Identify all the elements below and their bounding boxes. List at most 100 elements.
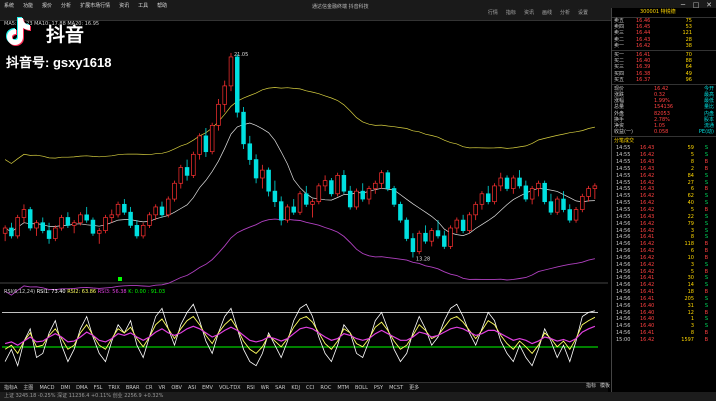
tick-time: 14:55 bbox=[616, 165, 631, 172]
toolbar-news[interactable]: 资讯 bbox=[523, 10, 534, 16]
indicator-tab[interactable]: MTM bbox=[337, 385, 349, 391]
candle-body bbox=[310, 201, 315, 205]
tick-time: 14:56 bbox=[616, 330, 631, 337]
quote-level-row[interactable]: 卖一 16.42 38 bbox=[612, 43, 716, 49]
tick-price: 16.40 bbox=[640, 316, 655, 323]
indicator-tab[interactable]: RSI bbox=[246, 385, 255, 391]
indicator-tab[interactable]: KDJ bbox=[291, 385, 300, 391]
rsi3-line bbox=[4, 325, 596, 346]
stat-row: 外盘 82053 内盘 bbox=[612, 111, 716, 117]
quote-level-row[interactable]: 卖四 16.45 53 bbox=[612, 24, 716, 30]
quote-level-row[interactable]: 卖五 16.46 75 bbox=[612, 18, 716, 24]
candle-body bbox=[460, 219, 466, 231]
close-button[interactable]: ✕ bbox=[706, 1, 712, 9]
candle-body bbox=[398, 203, 403, 221]
menu-item-tools[interactable]: 工具 bbox=[138, 3, 149, 9]
tick-row: 14:56 16.41 205 S bbox=[612, 296, 716, 303]
quote-level-row[interactable]: 买一 16.41 70 bbox=[612, 52, 716, 58]
indicator-tab[interactable]: 主图 bbox=[23, 385, 34, 391]
menu-item-function[interactable]: 功能 bbox=[23, 3, 34, 9]
menu-item-extended-market[interactable]: 扩展市场行情 bbox=[80, 3, 111, 9]
indicator-tab[interactable]: EMV bbox=[202, 385, 213, 391]
toolbar-indicator[interactable]: 指标 bbox=[505, 10, 516, 16]
stock-stats: 现价 16.42 今开 涨跌 0.32 最高 涨幅 1.99% 最低 总量 154136 量比 外盘 82… bbox=[612, 83, 716, 136]
tick-price: 16.43 bbox=[640, 159, 655, 166]
indicator-tab[interactable]: TRIX bbox=[108, 385, 120, 391]
status-bar: 上证 3245.18 -0.25% 深证 11236.4 +0.11% 创业 2… bbox=[0, 392, 716, 401]
tick-direction: S bbox=[704, 152, 708, 159]
minimize-button[interactable]: ─ bbox=[680, 1, 686, 9]
candle-body bbox=[128, 211, 133, 226]
tick-volume: 22 bbox=[687, 213, 694, 220]
indicator-tab[interactable]: PSY bbox=[373, 385, 384, 391]
stat-row: 现价 16.42 今开 bbox=[612, 86, 716, 92]
candle-body bbox=[172, 182, 177, 200]
indicator-tab[interactable]: DMA bbox=[76, 385, 88, 391]
tick-price: 16.42 bbox=[640, 227, 655, 234]
candle-body bbox=[272, 190, 278, 203]
indicator-tab[interactable]: FSL bbox=[93, 385, 103, 391]
toolbar-quote[interactable]: 行情 bbox=[487, 10, 498, 16]
tab-template[interactable]: 模板 bbox=[600, 383, 611, 389]
tick-time: 14:55 bbox=[616, 186, 631, 193]
indicator-tab[interactable]: BRAR bbox=[125, 385, 140, 391]
level-price: 16.46 bbox=[636, 18, 651, 24]
tick-price: 16.41 bbox=[640, 275, 655, 282]
menu-item-analysis[interactable]: 分析 bbox=[61, 3, 72, 9]
tick-direction: S bbox=[704, 323, 708, 330]
indicator-tab[interactable]: 更多 bbox=[409, 385, 420, 391]
indicator-tab[interactable]: WR bbox=[260, 385, 270, 391]
quote-level-row[interactable]: 买五 16.37 96 bbox=[612, 77, 716, 83]
tick-time: 14:56 bbox=[616, 254, 631, 261]
indicator-tab[interactable]: 指标A bbox=[4, 385, 18, 391]
indicator-tab[interactable]: OBV bbox=[171, 385, 182, 391]
toolbar-settings[interactable]: 设置 bbox=[577, 10, 588, 16]
indicator-tab[interactable]: DMI bbox=[60, 385, 71, 391]
toolbar-draw[interactable]: 画线 bbox=[541, 10, 552, 16]
kline-chart[interactable]: 21.05 13.28 bbox=[0, 20, 608, 382]
indicator-tab[interactable]: MCST bbox=[389, 385, 404, 391]
quote-level-row[interactable]: 卖三 16.44 121 bbox=[612, 30, 716, 36]
tick-price: 16.43 bbox=[640, 186, 655, 193]
candle-body bbox=[21, 209, 27, 218]
candle-body bbox=[222, 85, 227, 105]
tick-price: 16.42 bbox=[640, 241, 655, 248]
tick-list[interactable]: 14:55 16.43 59 S 14:55 16.42 5 S 14:55 16.43 8 B 14:… bbox=[612, 145, 716, 343]
stock-header[interactable]: 300001 特锐德 bbox=[612, 8, 716, 18]
level-label: 买四 bbox=[614, 70, 625, 77]
menu-item-help[interactable]: 帮助 bbox=[157, 3, 168, 9]
tick-volume: 14 bbox=[687, 282, 694, 289]
indicator-tab[interactable]: ROC bbox=[320, 385, 332, 391]
indicator-tab[interactable]: CR bbox=[145, 385, 153, 391]
indicator-tab[interactable]: BOLL bbox=[355, 385, 368, 391]
candle-body bbox=[304, 193, 309, 205]
menu-item-news[interactable]: 资讯 bbox=[119, 3, 130, 9]
quote-level-row[interactable]: 买四 16.38 49 bbox=[612, 71, 716, 77]
candle-body bbox=[529, 188, 535, 200]
indicator-tab[interactable]: VR bbox=[158, 385, 166, 391]
tick-row: 14:56 16.42 79 S bbox=[612, 221, 716, 228]
tick-direction: B bbox=[704, 159, 708, 166]
indicator-tab[interactable]: SAR bbox=[275, 385, 286, 391]
quote-level-row[interactable]: 买三 16.39 64 bbox=[612, 64, 716, 70]
quote-level-row[interactable]: 卖二 16.43 28 bbox=[612, 37, 716, 43]
maximize-button[interactable]: □ bbox=[692, 1, 700, 9]
menu-item-system[interactable]: 系统 bbox=[4, 3, 15, 9]
indicator-tab[interactable]: CCI bbox=[305, 385, 315, 391]
indicator-tab[interactable]: MACD bbox=[39, 385, 55, 391]
tick-price: 16.42 bbox=[640, 193, 655, 200]
rsi2-value: RSI2: 63.86 bbox=[67, 289, 97, 295]
indicator-tab[interactable]: ASI bbox=[187, 385, 197, 391]
tick-time: 14:55 bbox=[616, 213, 631, 220]
tick-price: 16.42 bbox=[640, 172, 655, 179]
tab-indicator[interactable]: 指标 bbox=[586, 383, 597, 389]
menu-item-quote[interactable]: 报价 bbox=[42, 3, 53, 9]
indicator-tab[interactable]: VOL-TDX bbox=[218, 385, 241, 391]
toolbar-analysis[interactable]: 分析 bbox=[559, 10, 570, 16]
tick-direction: S bbox=[704, 213, 708, 220]
tick-time: 14:56 bbox=[616, 282, 631, 289]
tick-row: 14:56 16.40 12 B bbox=[612, 310, 716, 317]
level-label: 买三 bbox=[614, 64, 625, 71]
quote-level-row[interactable]: 买二 16.40 88 bbox=[612, 58, 716, 64]
title-bar: 系统 功能 报价 分析 扩展市场行情 资讯 工具 帮助 通达信金融终端 抖音科技… bbox=[0, 0, 716, 21]
